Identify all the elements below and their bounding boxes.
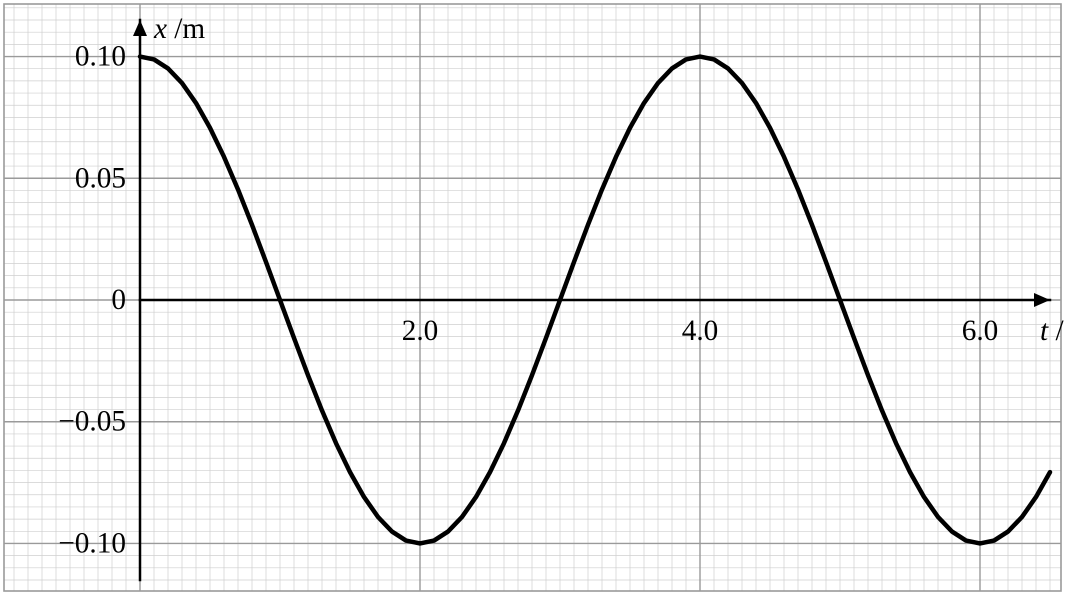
y-tick-label: 0 (111, 284, 126, 316)
chart-svg: −0.10 −0.05 0 0.05 0.10 2.0 4.0 6.0 x /m t /10−2 … (0, 0, 1065, 595)
x-tick-label: 6.0 (962, 315, 999, 347)
x-axis-title: t /10−2 s (1040, 315, 1065, 347)
x-tick-label: 2.0 (402, 315, 439, 347)
y-tick-label: 0.05 (75, 162, 126, 194)
y-tick-label: 0.10 (75, 41, 126, 73)
oscillation-chart: −0.10 −0.05 0 0.05 0.10 2.0 4.0 6.0 x /m t /10−2 … (0, 0, 1065, 595)
x-tick-label: 4.0 (682, 315, 719, 347)
y-tick-label: −0.10 (58, 527, 126, 559)
y-axis-title: x /m (153, 13, 205, 45)
y-tick-label: −0.05 (58, 406, 126, 438)
